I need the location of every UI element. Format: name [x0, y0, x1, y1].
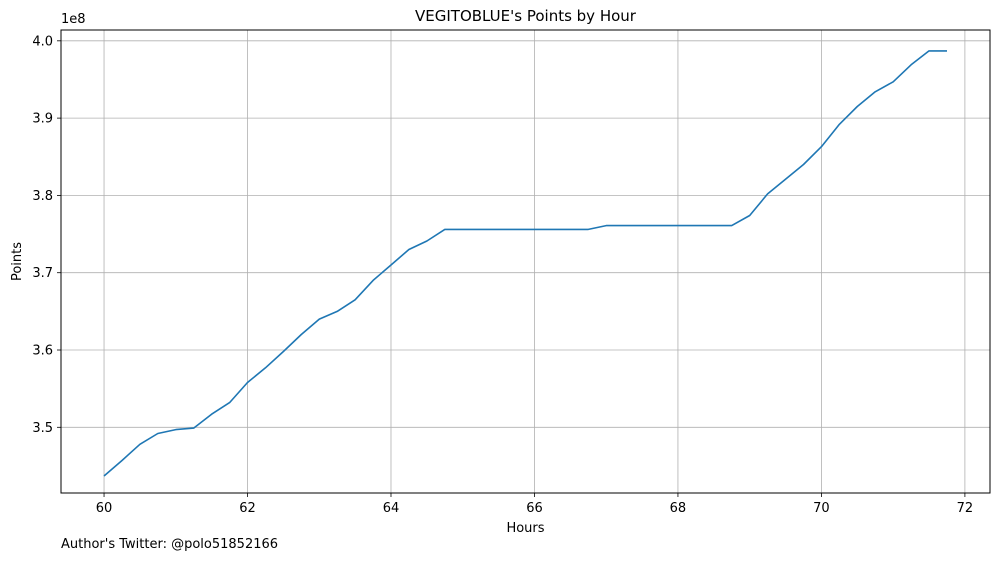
plot-frame	[60, 29, 991, 494]
x-tick-label: 60	[96, 501, 113, 516]
author-twitter-footer: Author's Twitter: @polo51852166	[61, 537, 279, 552]
x-tick-label: 72	[957, 501, 974, 516]
grid	[61, 30, 990, 493]
y-axis-label: Points	[10, 242, 25, 281]
y-tick-label: 3.7	[32, 266, 53, 281]
x-axis-label: Hours	[506, 521, 544, 536]
x-tick-label: 66	[526, 501, 543, 516]
series-layer	[103, 50, 947, 477]
x-tick-label: 68	[670, 501, 687, 516]
x-tick-label: 62	[239, 501, 256, 516]
points-series-line	[103, 50, 947, 477]
y-tick-label: 3.9	[32, 112, 53, 127]
y-tick-label: 3.8	[32, 189, 53, 204]
ticks: 60 62 64 66 68 70 72 3.5 3.6 3.7 3.8 3.9 4.0	[32, 34, 973, 516]
x-tick-label: 70	[813, 501, 830, 516]
y-tick-label: 3.5	[32, 421, 53, 436]
y-tick-label: 3.6	[32, 344, 53, 359]
y-tick-label: 4.0	[32, 34, 53, 49]
chart-title: VEGITOBLUE's Points by Hour	[415, 7, 637, 25]
y-axis-multiplier-label: 1e8	[61, 12, 86, 27]
x-tick-label: 64	[383, 501, 400, 516]
